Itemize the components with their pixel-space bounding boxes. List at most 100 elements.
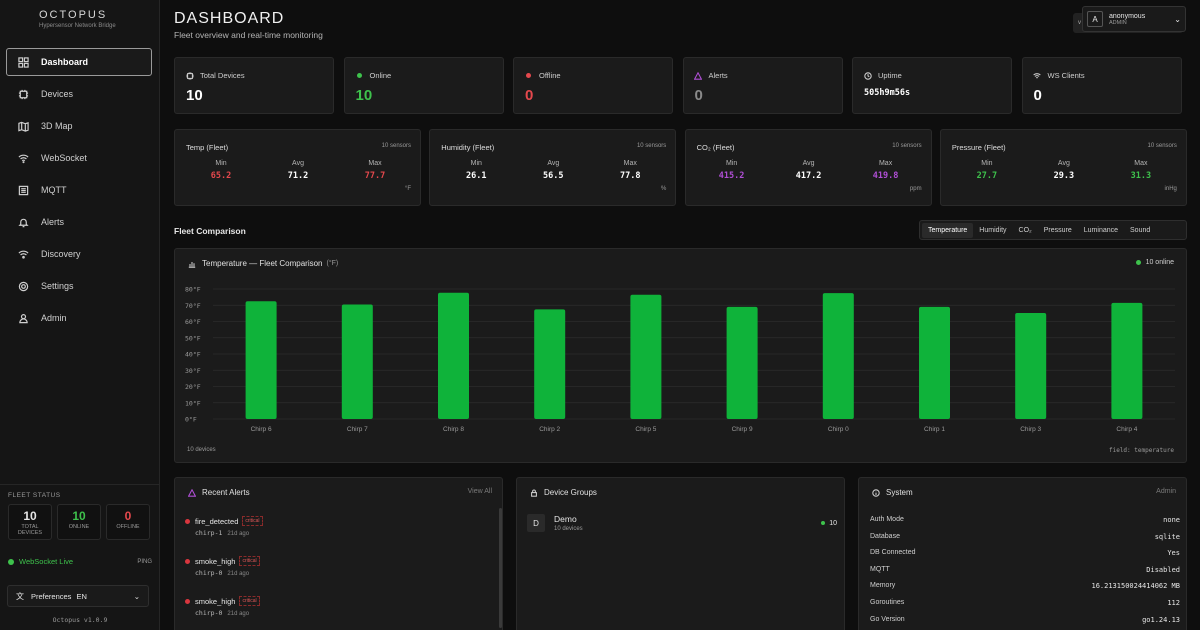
- ws-live-dot-icon: [8, 558, 14, 565]
- sidebar-item-settings[interactable]: Settings: [6, 272, 152, 300]
- alert-item[interactable]: smoke_high critical chirp-0 21d ago: [185, 596, 260, 617]
- metric-sensor-count: 10 sensors: [892, 143, 922, 149]
- fleet-online-label: ONLINE: [68, 524, 90, 530]
- view-all-alerts-link[interactable]: View All: [467, 488, 492, 495]
- user-menu[interactable]: A anonymous ADMIN ⌄: [1082, 6, 1186, 32]
- stat-card-alerts[interactable]: Alerts 0: [682, 57, 843, 114]
- severity-badge: critical: [242, 516, 263, 526]
- stat-value: 10: [186, 87, 203, 104]
- tab-sound[interactable]: Sound: [1130, 226, 1151, 234]
- metric-card-humidity-fleet[interactable]: Humidity (Fleet) 10 sensors Min 26.1 Avg 56.5…: [429, 129, 677, 206]
- temperature-bar-chart: 0°F 10°F 20°F 30°F 40°F 50°F 60°F 70°F 80°F Chirp…: [185, 286, 1175, 433]
- user-role: ADMIN: [1109, 19, 1127, 26]
- sidebar-item-alerts[interactable]: Alerts: [6, 208, 152, 236]
- alert-device: chirp-0: [195, 569, 223, 577]
- online-count: 10 online: [1145, 259, 1174, 266]
- metric-title: Humidity (Fleet): [441, 143, 495, 152]
- metric-sensor-count: 10 sensors: [381, 143, 411, 149]
- chart-unit: (°F): [326, 260, 339, 267]
- sidebar-item-label: Dashboard: [41, 57, 89, 67]
- system-key: Database: [870, 532, 900, 540]
- tab-humidity[interactable]: Humidity: [979, 226, 1007, 234]
- alert-dot-icon: [185, 598, 190, 604]
- alert-time: 21d ago: [227, 611, 250, 617]
- page-title: DASHBOARD: [174, 10, 285, 27]
- stat-card-ws-clients[interactable]: WS Clients 0: [1021, 57, 1182, 114]
- tab-temperature[interactable]: Temperature: [922, 222, 974, 238]
- bar[interactable]: [534, 309, 566, 419]
- bar[interactable]: [438, 292, 469, 419]
- metric-min: Min 27.7: [957, 160, 1017, 181]
- system-value: none: [1163, 516, 1180, 524]
- alert-triangle-icon: [694, 71, 703, 80]
- x-tick-label: Chirp 0: [828, 426, 849, 433]
- users-icon: [17, 312, 29, 324]
- metric-unit: %: [660, 186, 667, 192]
- preferences-dropdown[interactable]: 文 Preferences EN ⌄: [7, 585, 149, 607]
- bar[interactable]: [726, 306, 758, 419]
- stat-card-uptime[interactable]: Uptime 505h9m56s: [852, 57, 1012, 114]
- system-admin-link[interactable]: Admin: [1156, 488, 1176, 495]
- tab-co[interactable]: CO₂: [1018, 226, 1032, 234]
- bar[interactable]: [919, 306, 950, 419]
- y-tick-label: 0°F: [185, 416, 197, 424]
- stat-card-online[interactable]: Online 10: [343, 57, 504, 114]
- bar[interactable]: [822, 293, 854, 419]
- main-content: DASHBOARD Fleet overview and real-time m…: [160, 0, 1200, 630]
- device-groups-panel: Device Groups D Demo 10 devices 10: [516, 477, 845, 630]
- chevron-down-icon: ⌄: [1174, 14, 1181, 24]
- tab-pressure[interactable]: Pressure: [1043, 226, 1072, 234]
- metric-title: CO₂ (Fleet): [696, 143, 735, 152]
- metric-card-temp-fleet[interactable]: Temp (Fleet) 10 sensors Min 65.2 Avg 71.2 Max 7…: [174, 129, 421, 206]
- sidebar-item-websocket[interactable]: WebSocket: [6, 144, 152, 172]
- chip-icon: [185, 71, 194, 80]
- sidebar-nav: Dashboard Devices 3D Map WebSocket MQTT Alert…: [6, 48, 152, 336]
- sidebar-item-admin[interactable]: Admin: [6, 304, 152, 332]
- metric-min-label: Min: [725, 160, 738, 167]
- alerts-scrollbar[interactable]: [499, 508, 502, 628]
- stat-card-total-devices[interactable]: Total Devices 10: [174, 57, 334, 114]
- metric-min: Min 26.1: [446, 160, 506, 181]
- fleet-total-value: 10: [23, 509, 37, 523]
- metric-card-pressure-fleet[interactable]: Pressure (Fleet) 10 sensors Min 27.7 Avg 29.3…: [939, 129, 1187, 206]
- sidebar-item-devices[interactable]: Devices: [6, 80, 152, 108]
- stat-card-offline[interactable]: Offline 0: [513, 57, 673, 114]
- bar[interactable]: [341, 304, 373, 419]
- alerts-title: Recent Alerts: [202, 488, 250, 497]
- group-item[interactable]: D Demo 10 devices 10: [527, 514, 837, 532]
- alert-item[interactable]: smoke_high critical chirp-0 21d ago: [185, 556, 260, 577]
- ping-button[interactable]: PING: [137, 558, 152, 565]
- metric-min: Min 65.2: [191, 160, 251, 181]
- fleet-offline: 0 OFFLINE: [106, 504, 150, 540]
- system-row-go-version: Go Version go1.24.13: [870, 616, 1180, 624]
- metric-card-co-fleet[interactable]: CO₂ (Fleet) 10 sensors Min 415.2 Avg 417.2 Max…: [684, 129, 932, 206]
- metric-title: Pressure (Fleet): [951, 143, 1006, 152]
- metric-unit: ppm: [909, 186, 922, 192]
- bar-chart-icon: [187, 259, 196, 268]
- bar[interactable]: [1015, 313, 1047, 419]
- tab-luminance[interactable]: Luminance: [1083, 226, 1119, 234]
- sidebar-item-label: Settings: [41, 281, 74, 291]
- y-tick-label: 50°F: [185, 334, 201, 342]
- bar[interactable]: [630, 294, 662, 419]
- sidebar-item-dashboard[interactable]: Dashboard: [6, 48, 152, 76]
- user-name: anonymous: [1109, 12, 1146, 20]
- x-tick-label: Chirp 1: [924, 426, 945, 433]
- online-dot-icon: [355, 71, 364, 80]
- metric-min-label: Min: [470, 160, 482, 167]
- fleet-status: FLEET STATUS 10 TOTAL DEVICES 10 ONLINE …: [0, 484, 160, 540]
- x-tick-label: Chirp 2: [539, 426, 560, 433]
- bar[interactable]: [245, 301, 277, 419]
- metric-max-value: 419.8: [872, 171, 899, 181]
- bar[interactable]: [1111, 302, 1143, 419]
- sidebar-item-discovery[interactable]: Discovery: [6, 240, 152, 268]
- grid-icon: [17, 56, 29, 68]
- stat-label: Alerts: [708, 71, 728, 80]
- alert-item[interactable]: fire_detected critical chirp-1 21d ago: [185, 516, 263, 537]
- metric-min-label: Min: [981, 160, 993, 167]
- system-row-auth-mode: Auth Mode none: [870, 516, 1180, 524]
- sidebar-item-mqtt[interactable]: MQTT: [6, 176, 152, 204]
- fleet-online-value: 10: [72, 509, 86, 523]
- sidebar-item-3d-map[interactable]: 3D Map: [6, 112, 152, 140]
